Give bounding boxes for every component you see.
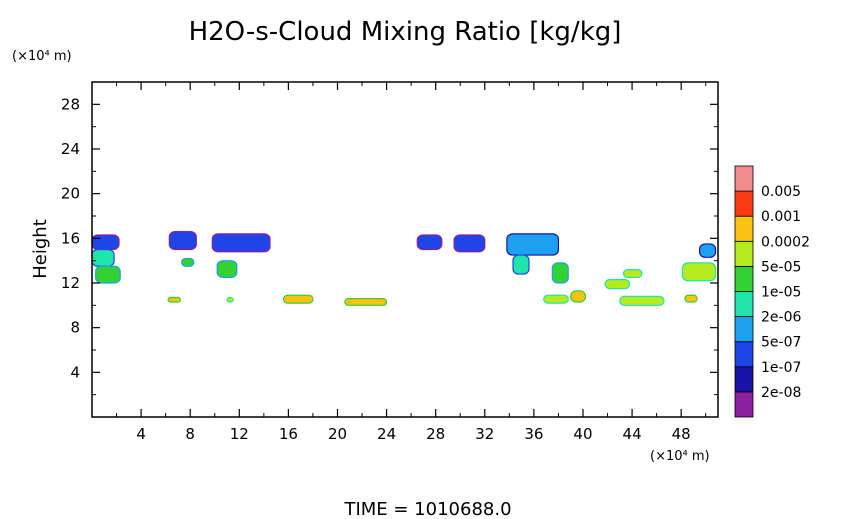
cloud-patch bbox=[512, 254, 530, 275]
cloud-patch bbox=[543, 294, 569, 304]
x-axis-unit: (×10⁴ m) bbox=[650, 449, 710, 464]
cloud-patch bbox=[167, 296, 181, 303]
x-tick-label: 48 bbox=[672, 425, 691, 443]
plot-frame bbox=[91, 81, 719, 418]
y-tick-label: 20 bbox=[61, 185, 80, 203]
cloud-field bbox=[91, 231, 717, 306]
y-axis-label: Height bbox=[30, 219, 51, 279]
cloud-patch bbox=[681, 262, 717, 282]
cloud-patch bbox=[211, 233, 271, 253]
colorbar-swatch bbox=[734, 240, 754, 267]
cloud-patch bbox=[181, 257, 195, 267]
colorbar-swatch bbox=[734, 316, 754, 343]
cloud-patch bbox=[684, 294, 698, 303]
cloud-patch bbox=[95, 265, 121, 284]
cloud-patch bbox=[91, 248, 115, 267]
x-tick-label: 28 bbox=[426, 425, 445, 443]
colorbar-label: 2e-08 bbox=[761, 385, 801, 401]
cloud-patch bbox=[506, 233, 560, 256]
colorbar-label: 0.005 bbox=[761, 184, 801, 200]
y-tick-label: 8 bbox=[70, 319, 80, 337]
x-tick-label: 44 bbox=[623, 425, 642, 443]
x-tick-label: 8 bbox=[185, 425, 195, 443]
x-tick-label: 40 bbox=[573, 425, 592, 443]
colorbar: 2e-08 1e-07 5e-07 2e-06 1e-05 5e-05 0.0002 0.00… bbox=[734, 165, 810, 418]
y-tick-label: 4 bbox=[70, 363, 80, 381]
y-tick-label: 12 bbox=[61, 274, 80, 292]
cloud-patch bbox=[216, 260, 238, 279]
cloud-patch bbox=[604, 279, 631, 290]
x-tick-label: 32 bbox=[475, 425, 494, 443]
x-tick-label: 12 bbox=[230, 425, 249, 443]
colorbar-label: 2e-06 bbox=[761, 310, 801, 326]
colorbar-swatch bbox=[734, 190, 754, 217]
colorbar-label: 5e-05 bbox=[761, 259, 801, 275]
cloud-patch bbox=[282, 294, 314, 304]
cloud-patch bbox=[344, 298, 388, 306]
y-tick-label: 16 bbox=[61, 229, 80, 247]
y-axis-unit: (×10⁴ m) bbox=[12, 49, 72, 64]
chart-title: H2O-s-Cloud Mixing Ratio [kg/kg] bbox=[189, 17, 622, 47]
colorbar-label: 0.001 bbox=[761, 209, 801, 225]
x-tick-label: 16 bbox=[279, 425, 298, 443]
cloud-patch bbox=[91, 234, 120, 251]
cloud-patch bbox=[168, 231, 197, 251]
x-tick-label: 4 bbox=[136, 425, 146, 443]
colorbar-label: 0.0002 bbox=[761, 234, 810, 250]
cloud-patch bbox=[226, 296, 234, 303]
cloud-patch bbox=[570, 290, 587, 303]
cloud-patch bbox=[622, 269, 643, 279]
colorbar-swatch bbox=[734, 215, 754, 242]
colorbar-swatch bbox=[734, 341, 754, 368]
colorbar-label: 1e-07 bbox=[761, 360, 801, 376]
colorbar-swatch bbox=[734, 265, 754, 292]
colorbar-swatch bbox=[734, 366, 754, 393]
x-tick-label: 20 bbox=[328, 425, 347, 443]
cloud-patch bbox=[698, 243, 717, 258]
x-tick-label: 36 bbox=[524, 425, 543, 443]
x-tick-label: 24 bbox=[377, 425, 396, 443]
y-tick-label: 28 bbox=[61, 95, 80, 113]
cloud-patch bbox=[453, 234, 486, 253]
time-footer: TIME = 1010688.0 bbox=[343, 499, 511, 519]
colorbar-swatch bbox=[734, 291, 754, 318]
cloud-patch bbox=[619, 295, 665, 306]
colorbar-swatch bbox=[734, 165, 754, 192]
colorbar-label: 5e-07 bbox=[761, 335, 801, 351]
y-tick-label: 24 bbox=[61, 140, 80, 158]
colorbar-swatch bbox=[734, 391, 754, 418]
cloud-patch bbox=[551, 262, 569, 284]
colorbar-label: 1e-05 bbox=[761, 285, 801, 301]
cloud-patch bbox=[416, 234, 443, 251]
